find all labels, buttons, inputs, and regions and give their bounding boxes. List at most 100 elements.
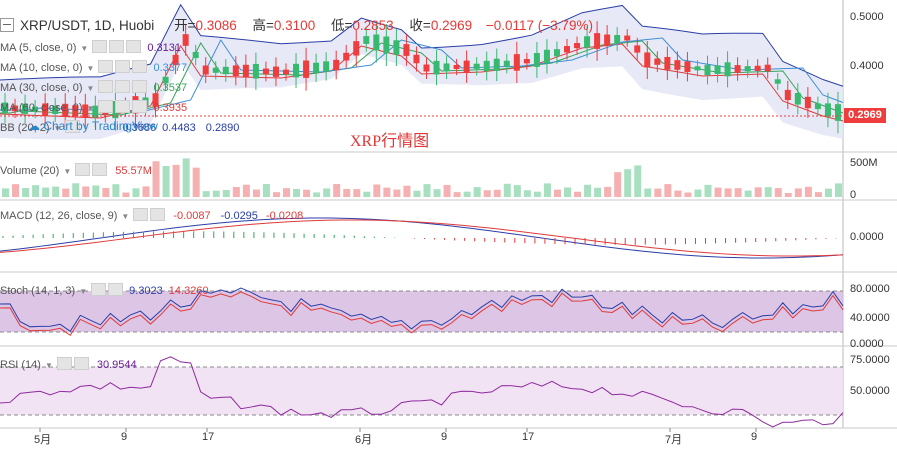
close-icon[interactable]: [92, 163, 108, 176]
overlay-ma10[interactable]: MA (10, close, 0) ▼ 0.3377: [0, 60, 187, 74]
volume-bar: [232, 187, 240, 197]
volume-bar: [724, 188, 732, 197]
overlay-ma60[interactable]: MA (60, close, 0) ▼ 0.3935: [0, 100, 187, 114]
volume-bar: [353, 189, 361, 197]
close-icon[interactable]: [132, 80, 148, 93]
volume-bar: [343, 188, 351, 197]
eye-icon[interactable]: [92, 40, 108, 53]
volume-bar: [473, 187, 481, 197]
gear-icon[interactable]: [133, 208, 149, 221]
rsi-name: RSI (14): [0, 359, 41, 371]
gear-icon[interactable]: [56, 357, 72, 370]
volume-bar: [634, 165, 642, 197]
gear-icon[interactable]: [109, 40, 125, 53]
candle-body: [333, 59, 340, 71]
volume-bar: [744, 190, 752, 197]
chevron-down-icon[interactable]: ▼: [80, 44, 89, 53]
candle-body: [272, 66, 279, 77]
time-axis-label: 17: [522, 431, 535, 443]
candle-body: [82, 104, 89, 118]
close-icon[interactable]: [126, 40, 142, 53]
volume-bar: [252, 189, 260, 197]
symbol-header: XRP/USDT, 1D, Huobi 开=0.3086 高=0.3100 低=…: [0, 14, 599, 34]
close-icon[interactable]: [132, 100, 148, 113]
chevron-down-icon[interactable]: ▼: [53, 124, 62, 133]
candle-body: [313, 62, 320, 73]
overlay-ma5[interactable]: MA (5, close, 0) ▼ 0.3131: [0, 40, 181, 54]
volume-bar: [22, 188, 30, 197]
macd-name: MACD (12, 26, close, 9): [0, 210, 118, 222]
gear-icon[interactable]: [91, 283, 107, 296]
gear-icon[interactable]: [65, 120, 81, 133]
chevron-down-icon[interactable]: ▼: [63, 167, 72, 176]
candle-body: [443, 63, 450, 72]
volume-bar: [453, 192, 461, 197]
candle-body: [624, 35, 631, 41]
volume-bar: [543, 183, 551, 197]
volume-bar: [433, 189, 441, 197]
candle-body: [42, 103, 49, 116]
candle-body: [303, 60, 310, 78]
candle-body: [814, 103, 821, 110]
collapse-icon[interactable]: [0, 18, 14, 32]
chevron-down-icon[interactable]: ▼: [86, 104, 95, 113]
gear-icon[interactable]: [115, 60, 131, 73]
stoch-value-2: 14.3260: [168, 285, 209, 297]
macd-legend[interactable]: MACD (12, 26, close, 9) ▼ -0.0087 -0.0295 -0…: [0, 208, 303, 222]
volume-axis-label: 0: [850, 189, 857, 201]
time-axis-label: 9: [751, 431, 758, 443]
candle-body: [784, 89, 791, 101]
chevron-down-icon[interactable]: ▼: [86, 84, 95, 93]
chevron-down-icon[interactable]: ▼: [44, 361, 53, 370]
gear-icon[interactable]: [115, 100, 131, 113]
volume-bar: [503, 183, 511, 197]
overlay-ma30-name: MA (30, close, 0): [0, 82, 83, 94]
candle-body: [644, 52, 651, 68]
volume-value: 55.57M: [115, 165, 152, 177]
volume-bar: [2, 188, 9, 197]
eye-icon[interactable]: [98, 100, 114, 113]
volume-bar: [694, 189, 702, 197]
close-icon[interactable]: [150, 208, 166, 221]
candle-body: [564, 46, 570, 53]
chevron-down-icon[interactable]: ▼: [86, 64, 95, 73]
tradingview-badge[interactable]: ☁ Chart by TradingView: [28, 119, 158, 133]
gear-icon[interactable]: [75, 163, 91, 176]
stoch-legend[interactable]: Stoch (14, 1, 3) ▼ 9.3023 14.3260: [0, 283, 209, 297]
candle-body: [152, 93, 159, 107]
volume-axis-label: 500M: [850, 157, 878, 169]
macd-value-2: -0.0295: [220, 210, 258, 222]
overlay-bb-name: BB (20, 2): [0, 122, 50, 134]
overlay-bb[interactable]: BB (20, 2) ▼ 0.3686 0.4483 0.2890: [0, 120, 239, 134]
gear-icon[interactable]: [115, 80, 131, 93]
candle-body: [262, 68, 269, 75]
close-icon[interactable]: [108, 283, 124, 296]
volume-bar: [92, 185, 100, 197]
volume-bar: [714, 187, 722, 197]
volume-bar: [142, 186, 150, 197]
overlay-ma30[interactable]: MA (30, close, 0) ▼ 0.3537: [0, 80, 187, 94]
eye-icon[interactable]: [98, 60, 114, 73]
volume-legend[interactable]: Volume (20) ▼ 55.57M: [0, 163, 152, 177]
volume-bar: [574, 191, 582, 197]
chevron-down-icon[interactable]: ▼: [79, 287, 88, 296]
rsi-legend[interactable]: RSI (14) ▼ 30.9544: [0, 357, 137, 371]
volume-bar: [122, 192, 130, 197]
volume-bar: [202, 191, 210, 197]
volume-bar: [82, 186, 90, 197]
candle-body: [373, 34, 380, 51]
watermark: XRP行情图: [350, 133, 430, 150]
volume-bar: [794, 188, 802, 197]
eye-icon[interactable]: [98, 80, 114, 93]
volume-bar: [584, 184, 592, 197]
candle-body: [293, 63, 300, 78]
candle-body: [684, 61, 691, 73]
candle-body: [453, 64, 460, 70]
chevron-down-icon[interactable]: ▼: [121, 212, 130, 221]
close-icon[interactable]: [73, 357, 89, 370]
volume-bar: [674, 190, 682, 197]
high-value: 0.3100: [273, 18, 316, 33]
close-icon[interactable]: [132, 60, 148, 73]
candle-body: [764, 64, 771, 72]
